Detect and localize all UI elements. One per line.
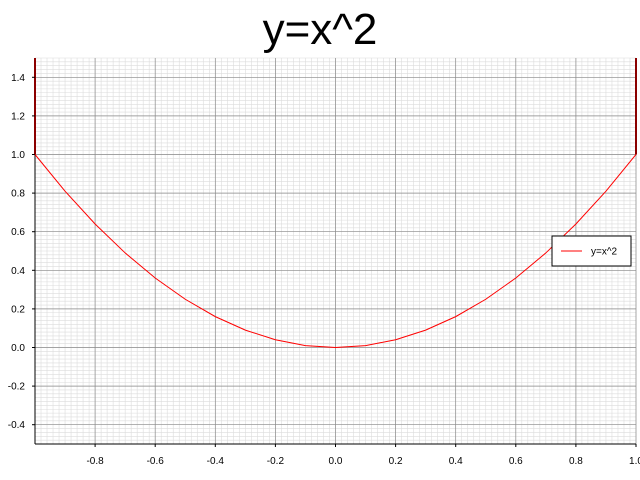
series-line-y-x-squared: [34, 154, 637, 349]
y-tick-label: 0.6: [11, 227, 25, 238]
y-tick-label: 0.2: [11, 304, 25, 315]
x-tick-label: -0.8: [86, 456, 104, 467]
axes: [34, 58, 637, 445]
y-tick-label: 0.4: [11, 266, 25, 277]
x-tick-label: 0.4: [449, 456, 463, 467]
y-tick-label: 1.0: [11, 150, 25, 161]
y-tick-label: -0.2: [8, 382, 26, 393]
x-tick-label: -0.4: [207, 456, 225, 467]
x-tick-label: 0.2: [389, 456, 403, 467]
x-tick-label: 1.0: [629, 456, 640, 467]
x-tick-label: 0.0: [329, 456, 343, 467]
x-tick-label: -0.2: [267, 456, 285, 467]
y-tick-label: -0.4: [8, 420, 26, 431]
chart-title: y=x^2: [262, 5, 378, 54]
legend-label: y=x^2: [591, 247, 618, 258]
x-tick-label: 0.8: [569, 456, 583, 467]
y-tick-label: 0.8: [11, 189, 25, 200]
legend: y=x^2: [551, 235, 632, 267]
y-tick-label: 1.2: [11, 111, 25, 122]
series-layer: [34, 154, 637, 349]
y-tick-label: 1.4: [11, 73, 25, 84]
tick-labels: -0.8 -0.6 -0.4 -0.2 0.0 0.2 0.4 0.6 0.8 1.0 -0.4 -0…: [8, 73, 640, 467]
y-tick-label: 0.0: [11, 343, 25, 354]
x-tick-label: 0.6: [509, 456, 523, 467]
x-tick-label: -0.6: [147, 456, 165, 467]
